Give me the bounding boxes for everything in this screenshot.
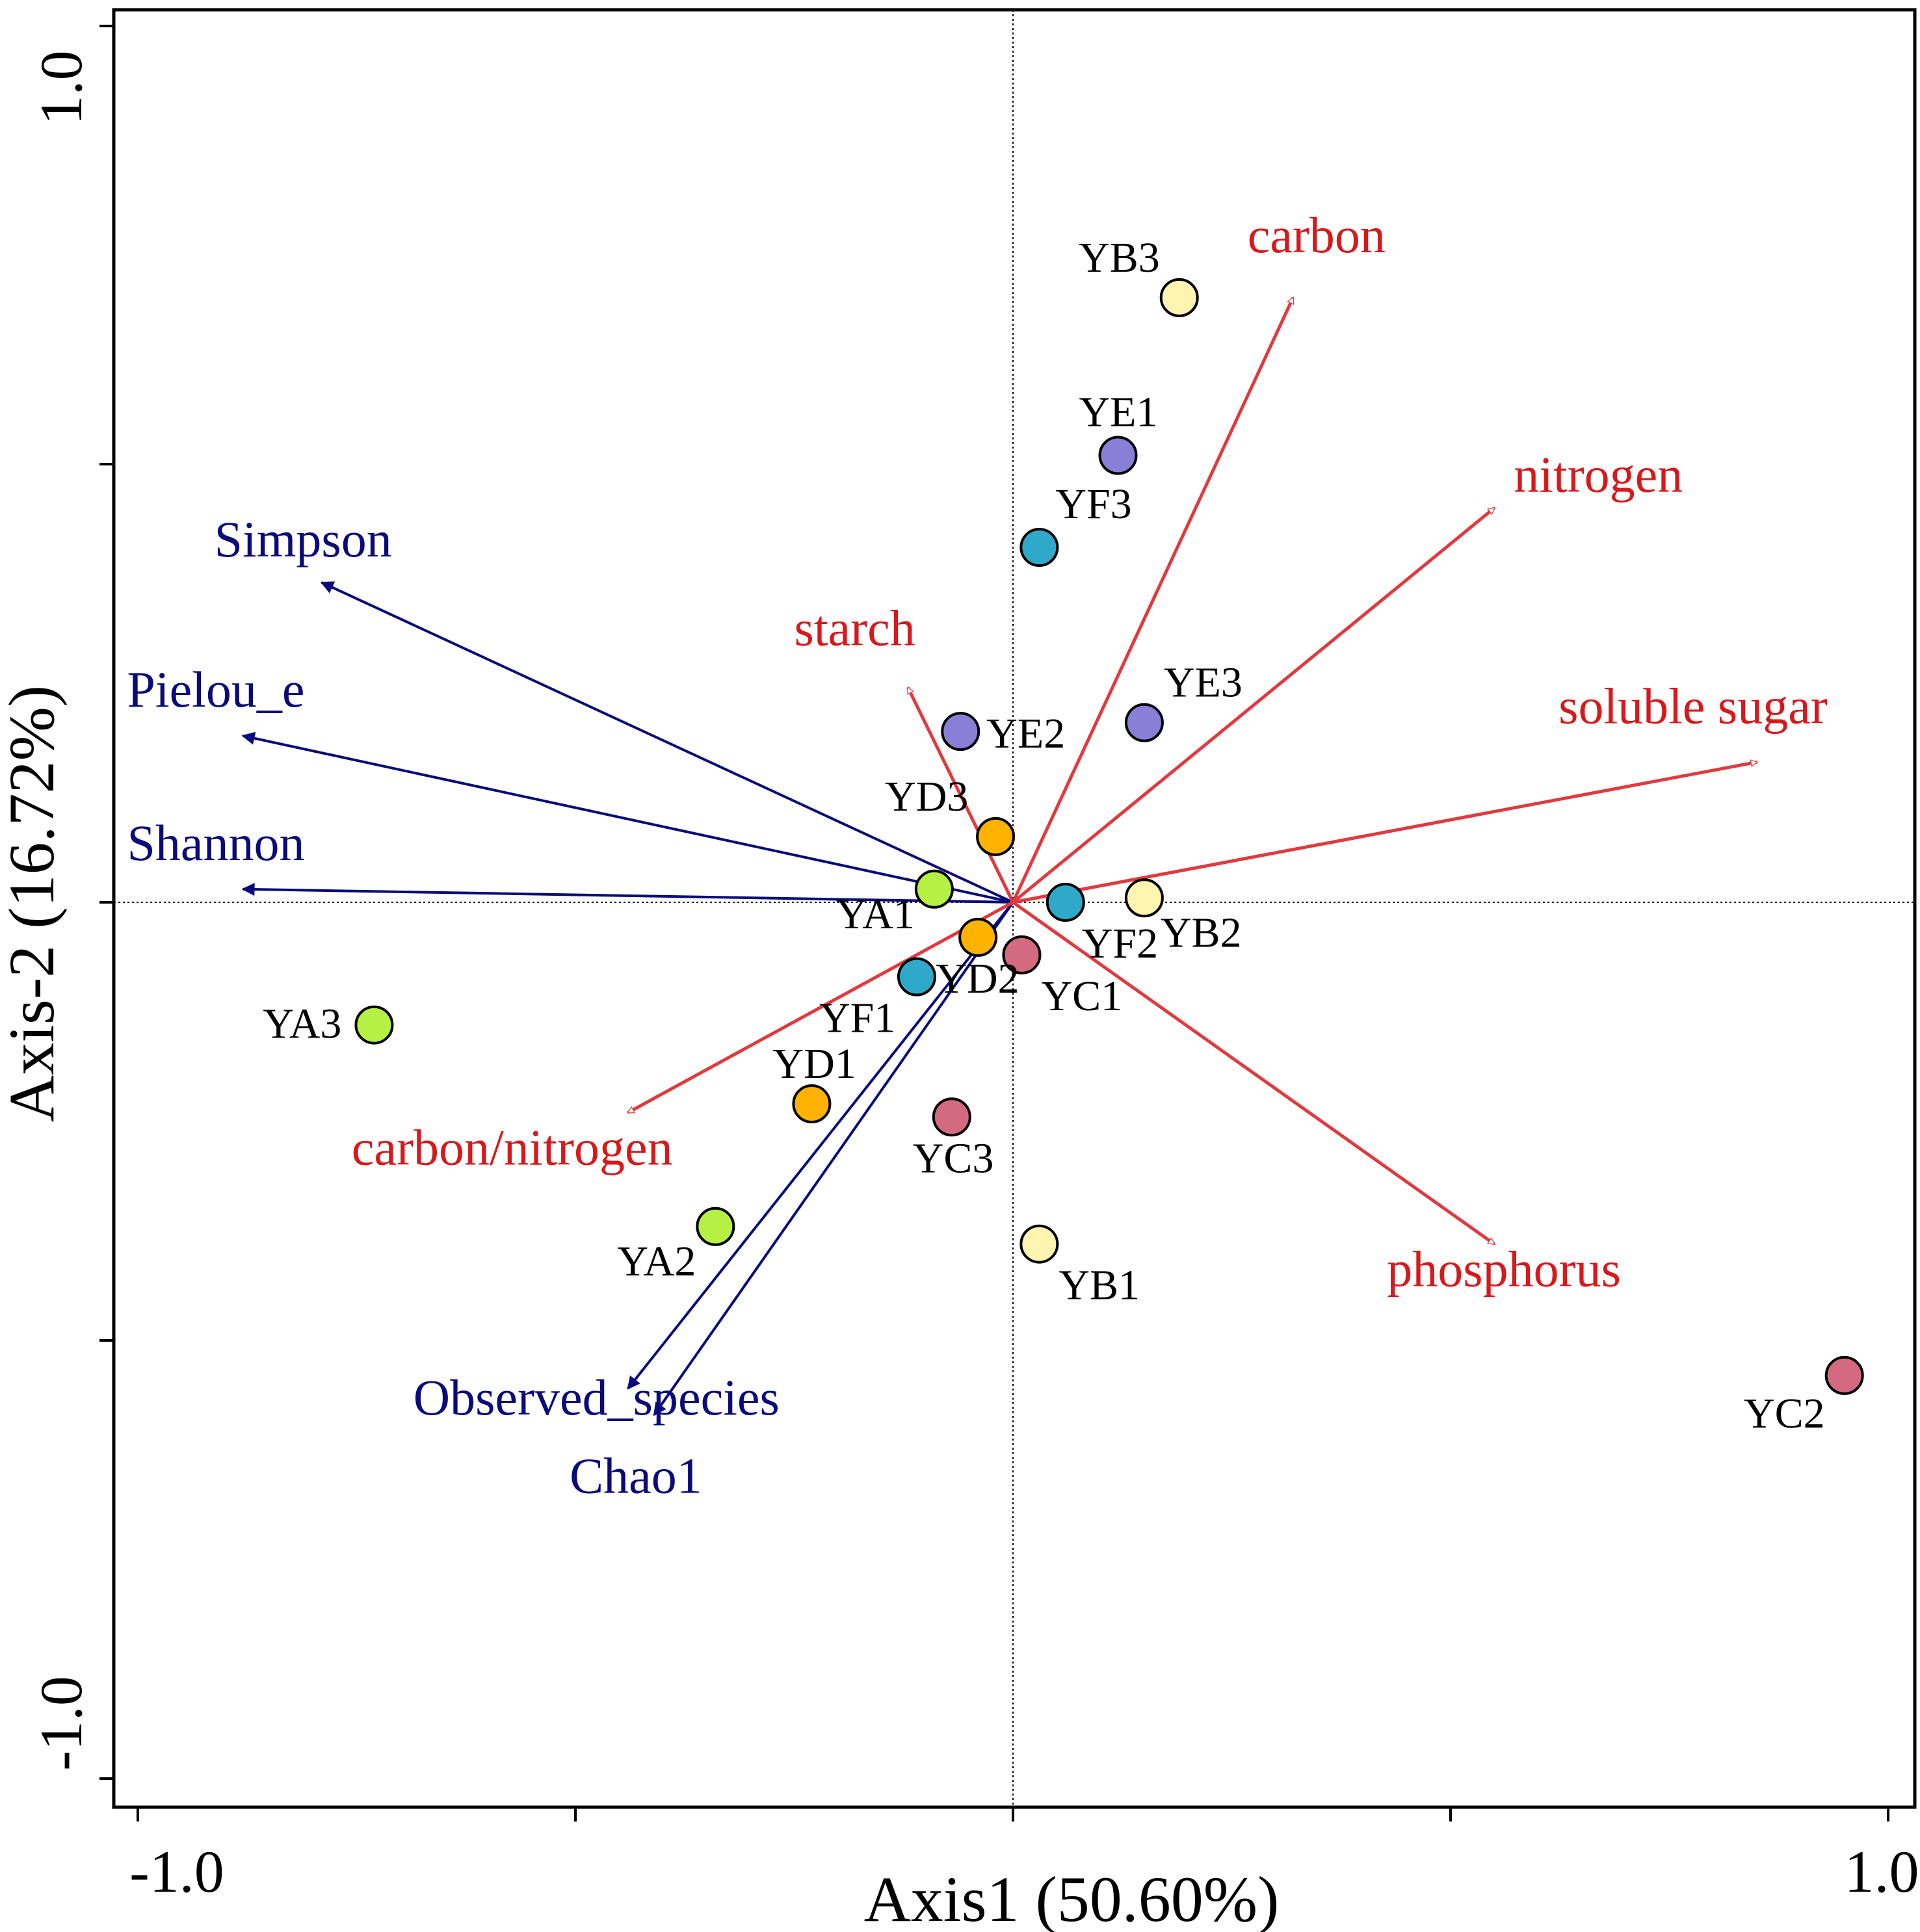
- sample-label-yf3: YF3: [1055, 480, 1131, 528]
- diversity-label-shannon: Shannon: [127, 815, 305, 871]
- sample-label-ye1: YE1: [1079, 389, 1158, 436]
- x-tick-label-min: -1.0: [129, 1838, 224, 1905]
- env-arrow-nitrogen: [1012, 506, 1496, 904]
- sample-label-yf2: YF2: [1082, 920, 1158, 967]
- sample-label-yd2: YD2: [936, 955, 1019, 1002]
- sample-points: YA1 YA2 YA3 YB1 YB2 YB3 YC1 YC2 YC3 YD1 YD2 YD3 YE1 Y…: [263, 234, 1864, 1437]
- sample-point-ye3: [1124, 703, 1164, 742]
- sample-point-ya3: [354, 1005, 394, 1045]
- env-label-carbon: carbon: [1248, 207, 1386, 263]
- diversity-arrow-shannon: [241, 883, 1014, 904]
- diversity-label-pielou-e: Pielou_e: [127, 661, 305, 718]
- env-label-carbon-nitrogen: carbon/nitrogen: [352, 1119, 673, 1176]
- sample-point-yd1: [792, 1084, 832, 1124]
- env-arrow-carbon: [1011, 296, 1295, 904]
- diversity-arrow-chao1: [653, 901, 1014, 1416]
- plot-border: [112, 8, 1917, 1809]
- x-axis-title: Axis1 (50.60%): [864, 1863, 1280, 1932]
- sample-point-yc3: [932, 1097, 971, 1137]
- sample-point-ye2: [941, 712, 980, 751]
- sample-label-yb1: YB1: [1059, 1262, 1140, 1309]
- sample-label-yc1: YC1: [1041, 973, 1122, 1020]
- sample-label-yc2: YC2: [1744, 1390, 1825, 1437]
- diversity-arrow-observed-species: [627, 901, 1014, 1390]
- sample-label-ya2: YA2: [617, 1238, 696, 1285]
- sample-point-ya2: [696, 1207, 735, 1246]
- sample-label-yb2: YB2: [1161, 909, 1242, 956]
- sample-label-ya1: YA1: [836, 891, 915, 938]
- sample-point-yc1: [1002, 935, 1042, 974]
- sample-point-ya1: [914, 869, 954, 909]
- sample-label-ye3: YE3: [1164, 659, 1243, 707]
- env-arrow-carbon-nitrogen: [626, 900, 1014, 1114]
- sample-point-yb3: [1159, 278, 1199, 317]
- sample-point-yc2: [1824, 1355, 1864, 1395]
- y-tick-label-min: -1.0: [28, 1676, 94, 1771]
- y-tick-label-max: 1.0: [28, 51, 94, 125]
- sample-label-yb3: YB3: [1079, 234, 1160, 281]
- diversity-label-simpson: Simpson: [215, 511, 392, 568]
- env-arrow-starch: [906, 686, 1015, 904]
- sample-label-yd3: YD3: [885, 773, 968, 820]
- env-label-nitrogen: nitrogen: [1514, 446, 1683, 503]
- x-axis-ticks: [137, 1807, 1889, 1821]
- sample-point-yf3: [1019, 528, 1059, 568]
- x-tick-label-max: 1.0: [1845, 1838, 1919, 1905]
- y-axis-ticks: [99, 25, 114, 1780]
- diversity-arrow-pielou-e: [241, 731, 1014, 904]
- env-label-phosphorus: phosphorus: [1387, 1241, 1621, 1298]
- sample-label-ya3: YA3: [263, 1000, 341, 1048]
- sample-point-yd2: [958, 917, 998, 957]
- diversity-label-chao1: Chao1: [570, 1448, 702, 1504]
- diversity-arrow-simpson: [320, 581, 1014, 904]
- plot-frame: [112, 8, 1917, 1809]
- sample-label-ye2: YE2: [986, 710, 1065, 757]
- sample-point-yf2: [1045, 883, 1085, 922]
- sample-point-yf1: [897, 957, 936, 997]
- diversity-vectors: Simpson Pielou_e Shannon Observed_species Ch…: [127, 511, 1014, 1504]
- sample-label-yf1: YF1: [819, 995, 895, 1042]
- env-arrow-soluble-sugar: [1012, 759, 1759, 904]
- sample-label-yc3: YC3: [913, 1134, 994, 1182]
- sample-point-yb1: [1019, 1224, 1059, 1264]
- sample-point-yb2: [1124, 878, 1164, 918]
- y-axis-title: Axis-2 (16.72%): [0, 685, 68, 1122]
- sample-point-yd3: [976, 816, 1016, 856]
- sample-point-ye1: [1098, 436, 1138, 475]
- env-label-soluble-sugar: soluble sugar: [1558, 677, 1828, 734]
- environmental-vectors: carbon nitrogen starch soluble sugar carbon/…: [352, 207, 1828, 1298]
- sample-label-yd1: YD1: [772, 1040, 856, 1088]
- env-label-starch: starch: [794, 600, 915, 657]
- env-arrow-phosphorus: [1012, 900, 1496, 1246]
- diversity-label-observed-species: Observed_species: [414, 1369, 780, 1426]
